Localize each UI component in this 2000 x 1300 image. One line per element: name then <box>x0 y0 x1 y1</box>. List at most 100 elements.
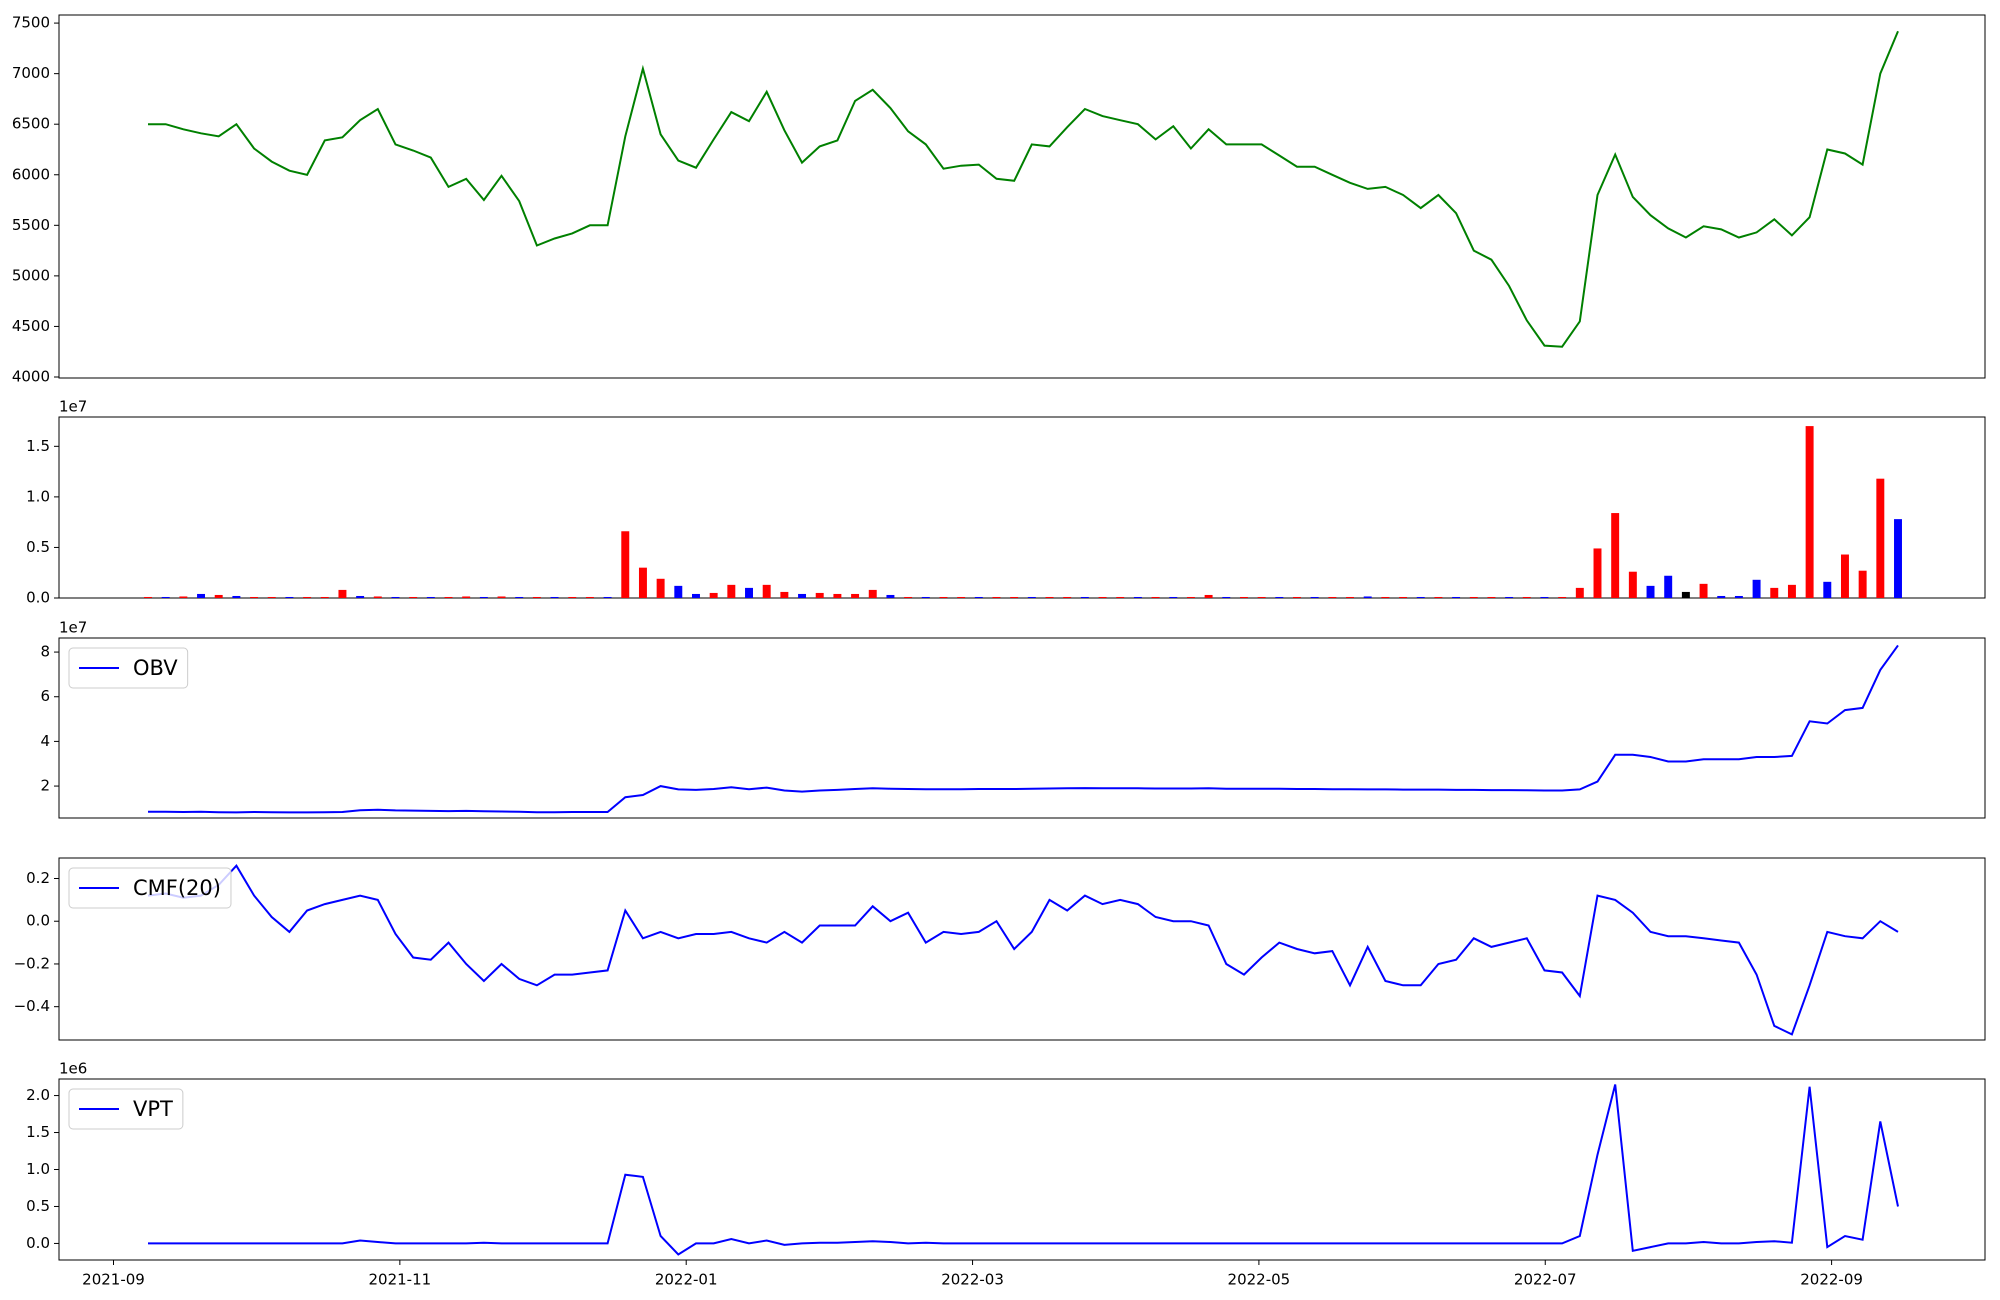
volume-bar <box>1080 596 1089 598</box>
volume-bar <box>1275 596 1284 598</box>
y-tick-label: 2 <box>40 777 50 795</box>
panel: −0.4 −0.2 0.0 0.2 CMF(20) <box>14 857 1986 1041</box>
plot-frame <box>58 637 1986 819</box>
volume-bar <box>1434 596 1443 598</box>
volume-bar <box>780 591 789 598</box>
volume-bar <box>532 596 541 598</box>
y-tick-label: 5500 <box>12 216 50 234</box>
y-tick-label: 1.5 <box>26 437 50 455</box>
volume-bar <box>1452 596 1461 598</box>
volume-bar <box>479 596 488 598</box>
volume-bar <box>1734 595 1743 598</box>
volume-bar <box>1204 594 1213 598</box>
y-tick-label: 0.5 <box>26 1197 50 1215</box>
volume-bar <box>833 593 842 598</box>
volume-bar <box>1505 596 1514 598</box>
x-tick-label: 2021-11 <box>369 1271 432 1289</box>
volume-bar <box>957 596 966 598</box>
volume-bar <box>1098 596 1107 598</box>
volume-bar <box>1169 596 1178 598</box>
axis-offset-label: 1e6 <box>59 1060 87 1078</box>
y-tick-label: 0.5 <box>26 538 50 556</box>
panel: 4000 4500 5000 5500 6000 6500 7000 7500 <box>12 14 1986 385</box>
volume-bar <box>974 596 983 598</box>
volume-bar <box>338 589 347 598</box>
y-tick-label: 0.0 <box>26 1234 50 1252</box>
volume-bar <box>1593 548 1602 598</box>
volume-bar <box>1151 596 1160 598</box>
y-tick-label: 2.0 <box>26 1086 50 1104</box>
y-tick-label: 8 <box>40 643 50 661</box>
volume-bar <box>656 578 665 598</box>
y-tick-label: −0.4 <box>14 997 50 1015</box>
volume-bar <box>603 596 612 598</box>
y-tick-label: 1.0 <box>26 487 50 505</box>
volume-bar <box>1186 596 1195 598</box>
volume-bar <box>1416 596 1425 598</box>
panel: 0.0 0.5 1.0 1.5 1e7 <box>26 398 1986 607</box>
series-line <box>148 30 1899 348</box>
plot-frame <box>58 14 1986 379</box>
volume-bar <box>409 596 418 598</box>
volume-bar <box>1257 596 1266 598</box>
volume-bar <box>939 596 948 598</box>
volume-bar <box>904 596 913 598</box>
volume-bar <box>709 592 718 598</box>
volume-bar <box>1063 596 1072 598</box>
volume-bar <box>674 585 683 598</box>
volume-bar <box>992 596 1001 598</box>
y-tick-label: 1.0 <box>26 1160 50 1178</box>
volume-bar <box>1399 596 1408 598</box>
y-tick-label: 4 <box>40 732 50 750</box>
volume-bar <box>1894 519 1902 598</box>
volume-bar <box>1664 575 1673 598</box>
volume-bar <box>426 596 435 598</box>
volume-bar <box>161 596 170 598</box>
x-tick-label: 2022-05 <box>1228 1271 1291 1289</box>
x-tick-label: 2022-01 <box>655 1271 718 1289</box>
volume-bar <box>462 596 471 598</box>
volume-bar <box>868 589 877 598</box>
volume-bar <box>1027 596 1036 598</box>
volume-bar <box>515 596 524 598</box>
volume-bar <box>1840 554 1849 598</box>
volume-bar <box>250 596 259 598</box>
volume-bar <box>1133 596 1142 598</box>
volume-bar <box>1628 571 1637 598</box>
volume-bar <box>1540 596 1549 598</box>
y-tick-label: 4000 <box>12 367 50 385</box>
volume-bar <box>1611 513 1620 598</box>
volume-bar <box>1858 570 1867 598</box>
series-line <box>148 644 1899 814</box>
volume-bar <box>1310 596 1319 598</box>
volume-bar <box>921 596 930 598</box>
y-tick-label: 6 <box>40 687 50 705</box>
y-tick-label: −0.2 <box>14 954 50 972</box>
y-tick-label: 0.2 <box>26 869 50 887</box>
series-line <box>148 1084 1899 1256</box>
volume-bar <box>144 596 152 598</box>
volume-bar <box>1770 587 1779 598</box>
volume-bar <box>1010 596 1019 598</box>
y-tick-label: 7000 <box>12 64 50 82</box>
volume-bar <box>815 592 824 598</box>
volume-bar <box>1116 596 1125 598</box>
volume-bar <box>1222 596 1231 598</box>
volume-bar <box>585 596 594 598</box>
axis-offset-label: 1e7 <box>59 619 87 637</box>
volume-bar <box>197 593 206 598</box>
legend: OBV <box>68 647 189 689</box>
series-line <box>147 864 1899 1036</box>
volume-bar <box>497 596 506 598</box>
volume-bar <box>621 531 630 598</box>
volume-bar <box>1787 584 1796 598</box>
y-tick-label: 0.0 <box>26 912 50 930</box>
volume-bar <box>1328 596 1337 598</box>
y-tick-label: 6500 <box>12 115 50 133</box>
volume-bar <box>232 595 241 598</box>
volume-bar <box>745 587 753 598</box>
volume-bar <box>1805 426 1814 598</box>
legend-label: OBV <box>133 656 178 680</box>
volume-bar <box>1469 596 1478 598</box>
